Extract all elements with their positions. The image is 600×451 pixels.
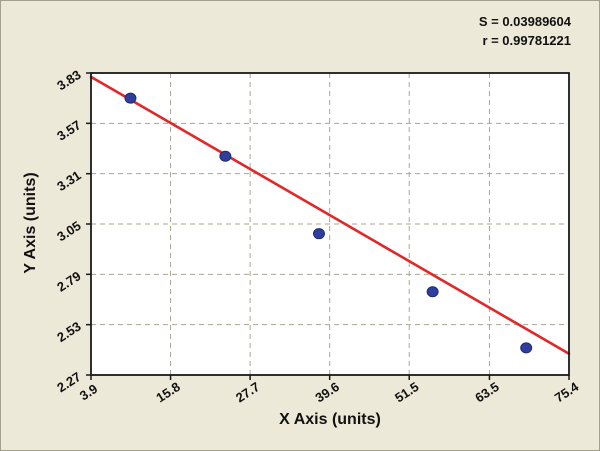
y-tick-label: 3.57 [54,117,83,143]
data-point [219,150,232,162]
x-axis-label: X Axis (units) [279,411,381,428]
x-tick-label: 3.9 [77,381,100,403]
y-tick-label: 3.83 [54,67,83,93]
x-tick-label: 75.4 [552,379,582,406]
y-axis-label: Y Axis (units) [22,172,39,274]
y-tick-label: 3.05 [54,218,83,244]
stat-s-value: S = 0.03989604 [478,14,571,29]
data-point [520,342,533,354]
data-point [124,92,137,104]
fit-statistics: S = 0.03989604 r = 0.99781221 [479,13,571,51]
y-tick-label: 3.31 [54,168,83,194]
data-point [312,228,325,240]
x-tick-label: 63.5 [472,379,501,405]
y-tick-label: 2.53 [54,319,83,345]
x-tick-label: 27.7 [233,379,262,405]
x-tick-label: 51.5 [392,379,421,405]
regression-line [89,75,571,356]
y-tick-label: 2.79 [54,268,83,294]
x-tick-label: 15.8 [153,379,182,405]
x-tick-label: 39.6 [313,379,342,405]
stat-r-value: r = 0.99781221 [482,32,571,48]
data-point [426,286,439,298]
